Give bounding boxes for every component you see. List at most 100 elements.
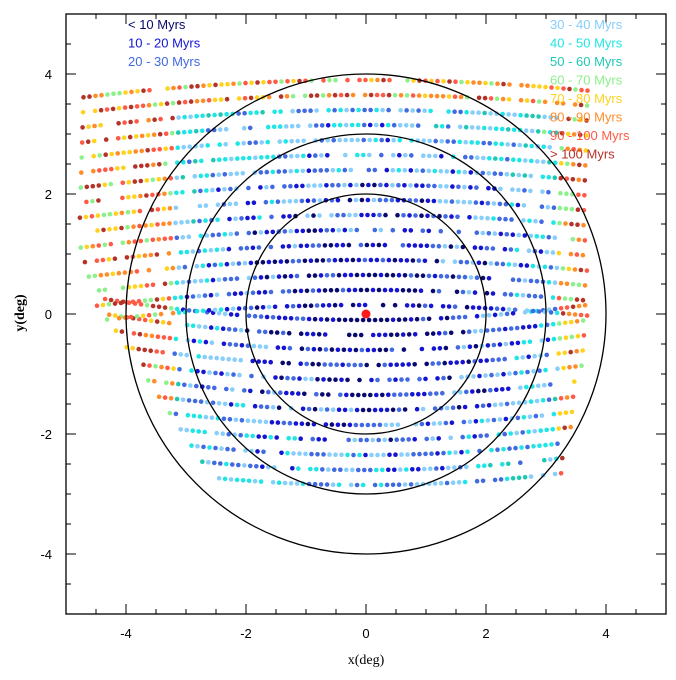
data-point — [452, 304, 458, 310]
data-point — [492, 231, 498, 236]
data-point — [248, 388, 253, 394]
data-point — [528, 474, 534, 479]
data-point — [143, 332, 149, 338]
data-point — [576, 177, 582, 183]
data-point — [375, 452, 380, 458]
data-point — [260, 305, 266, 310]
data-point — [164, 266, 170, 271]
reference-circle-3 — [125, 73, 607, 555]
data-point — [557, 411, 563, 416]
data-point — [324, 317, 330, 322]
x-axis-title: x(deg) — [348, 653, 385, 668]
data-point — [508, 292, 514, 297]
data-point — [390, 227, 396, 233]
data-point — [186, 398, 192, 403]
data-point — [449, 214, 454, 219]
data-point — [142, 347, 147, 353]
data-point — [212, 97, 218, 103]
data-point — [514, 247, 520, 253]
data-point — [432, 273, 438, 279]
data-point — [150, 192, 155, 198]
data-point — [323, 347, 329, 352]
data-point — [216, 311, 222, 316]
data-point — [247, 125, 253, 131]
data-point — [546, 397, 552, 403]
data-point — [151, 132, 157, 137]
data-point — [350, 302, 356, 308]
data-point — [410, 467, 415, 472]
data-point — [479, 215, 484, 221]
data-point — [283, 139, 289, 144]
data-point — [276, 315, 282, 321]
data-point — [424, 243, 430, 249]
data-point — [226, 246, 232, 252]
data-point — [470, 110, 475, 115]
data-point — [296, 108, 301, 114]
legend-entry: > 100 Myrs — [550, 147, 615, 162]
data-point — [193, 159, 198, 164]
data-point — [349, 137, 355, 143]
data-point — [421, 138, 427, 143]
data-point — [310, 288, 316, 293]
data-point — [369, 77, 374, 83]
data-point — [217, 142, 222, 147]
data-point — [482, 260, 488, 266]
data-point — [272, 109, 277, 115]
data-point — [184, 322, 190, 328]
data-point — [245, 215, 250, 221]
data-point — [127, 149, 132, 155]
data-point — [257, 344, 263, 349]
data-point — [311, 198, 317, 203]
data-point — [300, 183, 305, 189]
data-point — [459, 79, 464, 85]
data-point — [143, 223, 148, 228]
data-point — [507, 82, 512, 87]
data-point — [546, 189, 551, 195]
data-point — [296, 303, 302, 309]
data-point — [203, 203, 209, 208]
data-point — [215, 217, 220, 223]
data-point — [248, 110, 253, 116]
data-point — [464, 259, 470, 265]
data-point — [516, 475, 522, 481]
data-point — [245, 418, 251, 424]
data-point — [423, 451, 428, 457]
data-point — [433, 153, 438, 159]
data-point — [217, 157, 222, 162]
data-point — [360, 317, 366, 323]
data-point — [338, 257, 344, 263]
data-point — [573, 87, 578, 92]
data-point — [514, 292, 520, 298]
data-point — [148, 348, 153, 354]
data-point — [334, 242, 340, 248]
data-point — [350, 392, 355, 398]
data-point — [509, 341, 515, 346]
data-point — [228, 186, 233, 192]
data-point — [236, 111, 241, 116]
data-point — [365, 197, 371, 203]
legend-entry: 90 - 100 Myrs — [550, 128, 630, 143]
data-point — [473, 200, 479, 205]
data-point — [214, 292, 220, 298]
data-point — [440, 94, 446, 99]
data-point — [141, 362, 146, 368]
data-point — [230, 462, 235, 467]
data-point — [196, 354, 201, 359]
data-point — [288, 481, 294, 486]
data-point — [366, 167, 372, 173]
data-point — [402, 482, 408, 487]
data-point — [480, 313, 486, 319]
data-point — [184, 352, 189, 358]
data-point — [335, 212, 340, 218]
data-point — [576, 303, 582, 309]
data-point — [511, 127, 517, 133]
data-point — [483, 80, 488, 86]
data-point — [266, 389, 271, 395]
data-point — [154, 319, 160, 324]
data-point — [211, 157, 216, 163]
data-point — [515, 202, 521, 208]
data-point — [272, 304, 278, 310]
data-point — [540, 398, 546, 403]
data-point — [529, 158, 534, 164]
data-point — [208, 355, 213, 360]
